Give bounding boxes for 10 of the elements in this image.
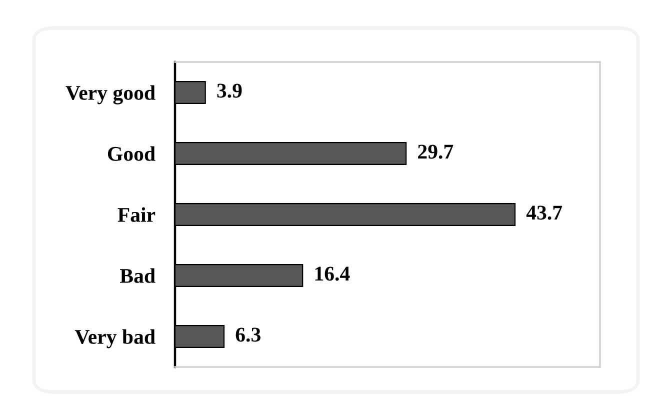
y-tick-label: Very bad [74, 329, 156, 348]
y-tick-label: Very good [66, 85, 156, 104]
data-label: 29.7 [418, 144, 454, 159]
data-label: 16.4 [315, 266, 350, 281]
data-label: 3.9 [217, 84, 242, 98]
y-tick-label: Good [108, 146, 156, 161]
data-label: 43.7 [526, 206, 562, 220]
y-tick-label: Fair [118, 207, 156, 222]
y-tick-label: Bad [120, 268, 156, 283]
data-label: 6.3 [236, 328, 260, 342]
